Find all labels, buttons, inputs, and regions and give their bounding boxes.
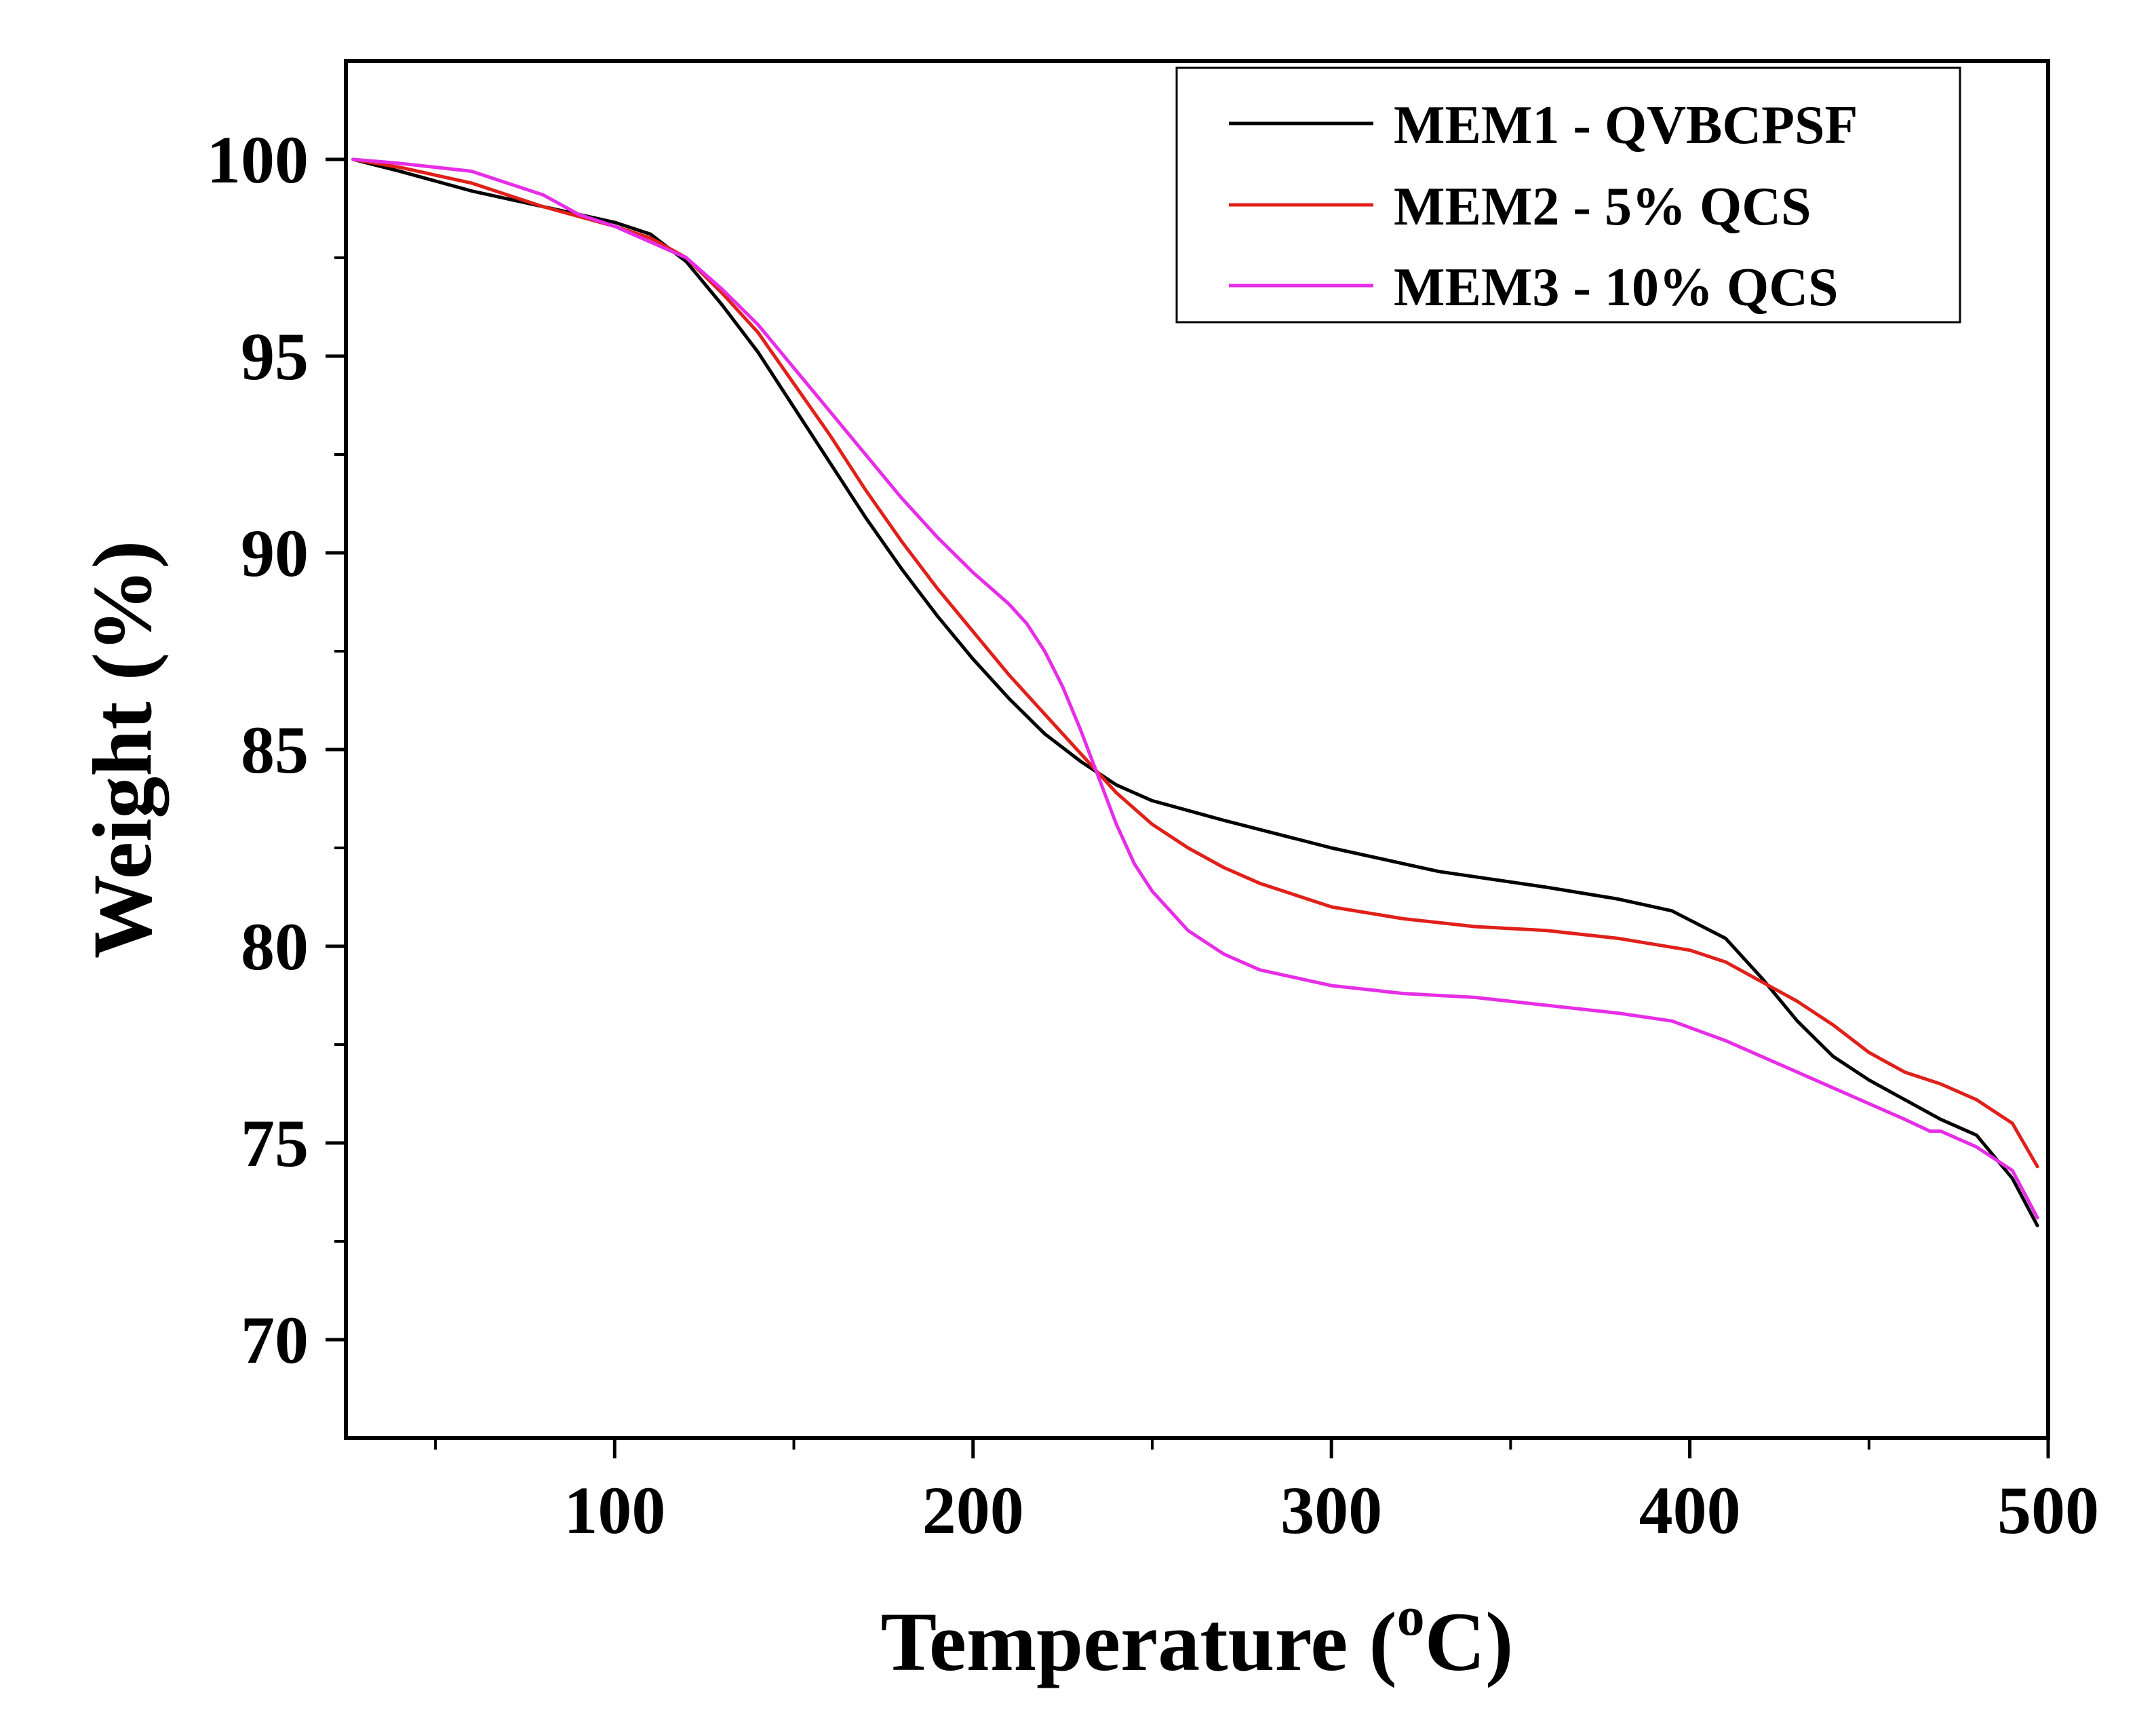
- legend: MEM1 - QVBCPSF MEM2 - 5% QCS MEM3 - 10% …: [1175, 66, 1961, 324]
- y-axis-title: Weight (%): [76, 541, 170, 959]
- y-tick-label: 95: [241, 319, 309, 394]
- x-axis-title-unit: C): [1425, 1595, 1514, 1688]
- y-tick-label: 100: [207, 122, 309, 197]
- legend-label-mem1: MEM1 - QVBCPSF: [1394, 96, 1858, 155]
- series-layer: [351, 157, 2039, 1228]
- x-tick-label: 300: [1280, 1473, 1382, 1548]
- x-axis-title-superscript: o: [1397, 1585, 1425, 1647]
- x-axis-title-main: Temperature (: [881, 1595, 1397, 1688]
- legend-box: [1175, 66, 1961, 324]
- tick-layer: 100 200 300 400 500 70 75 80 85 90 95 100: [207, 122, 2099, 1548]
- x-tick-label: 500: [1997, 1473, 2099, 1548]
- y-tick-label: 75: [241, 1106, 309, 1181]
- y-tick-label: 85: [241, 712, 309, 788]
- y-tick-label: 70: [241, 1302, 309, 1378]
- x-tick-label: 400: [1639, 1473, 1741, 1548]
- series-line-3: [351, 157, 2039, 1220]
- x-axis-title: Temperature (oC): [881, 1585, 1514, 1688]
- y-tick-label: 90: [241, 516, 309, 591]
- legend-label-mem3: MEM3 - 10% QCS: [1394, 258, 1839, 317]
- legend-label-mem2: MEM2 - 5% QCS: [1394, 177, 1811, 237]
- x-tick-label: 200: [922, 1473, 1024, 1548]
- y-tick-label: 80: [241, 909, 309, 984]
- x-tick-label: 100: [564, 1473, 665, 1548]
